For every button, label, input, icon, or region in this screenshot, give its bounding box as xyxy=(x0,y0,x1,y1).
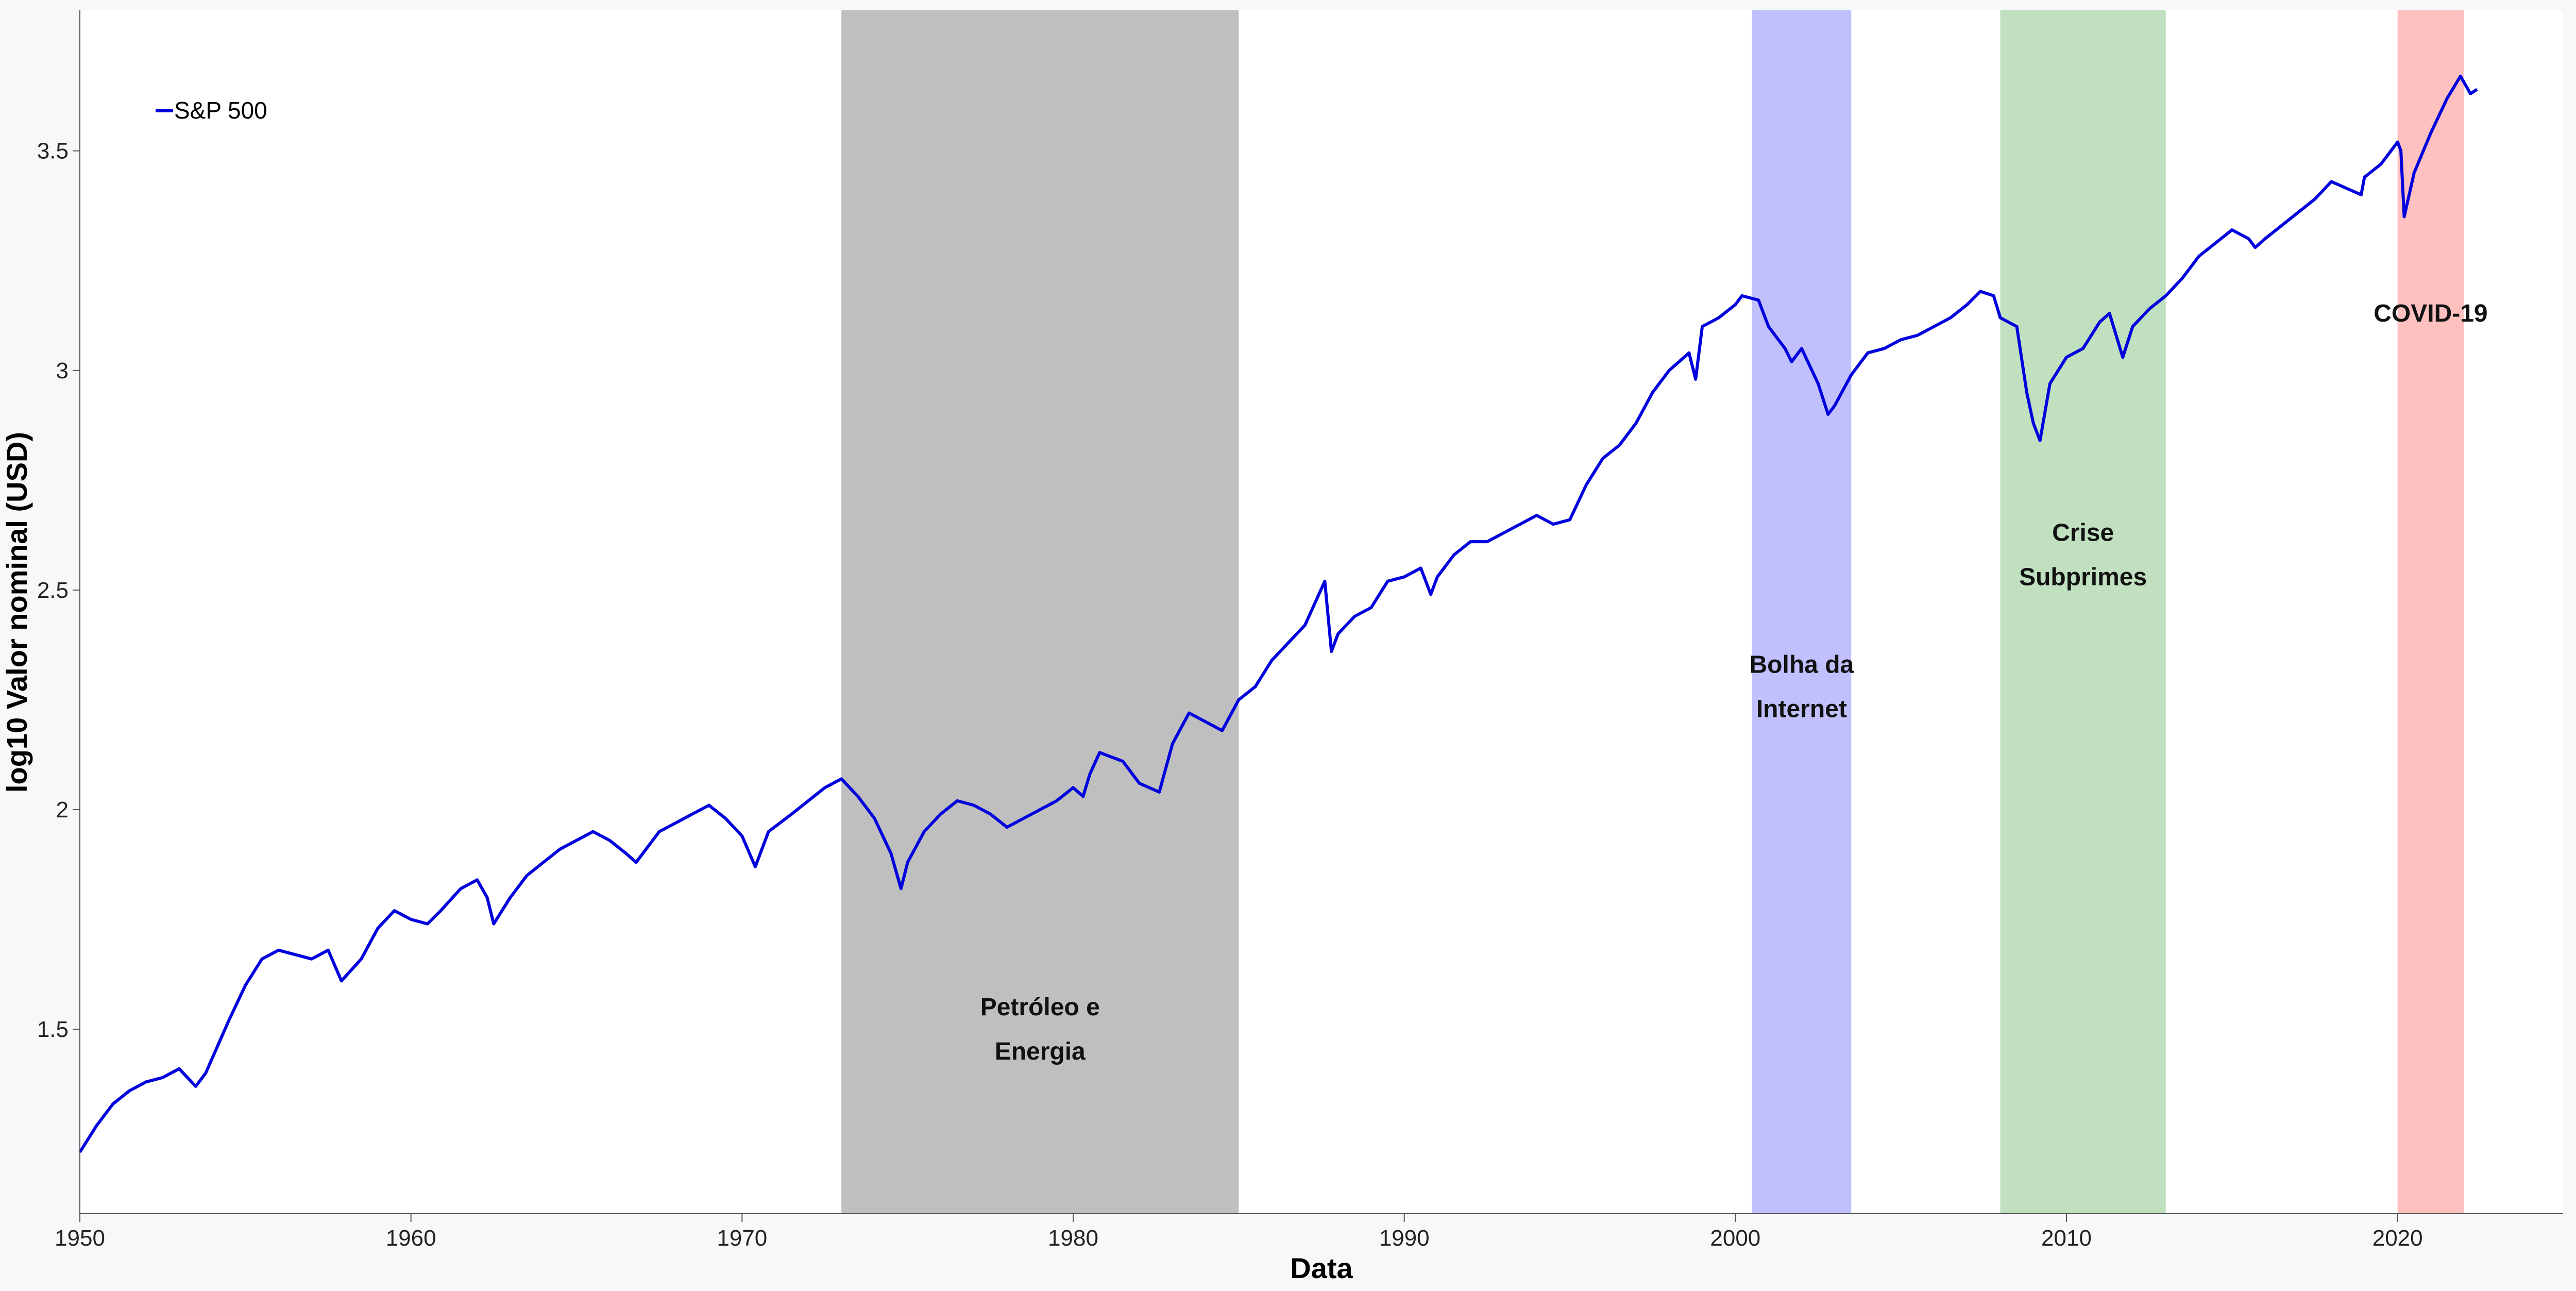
region-label: COVID-19 xyxy=(2374,300,2487,327)
plot-area xyxy=(80,10,2563,1214)
shaded-region xyxy=(841,10,1239,1214)
series-line xyxy=(78,74,2478,1153)
x-tick-label: 1950 xyxy=(55,1226,105,1251)
y-tick-label: 2 xyxy=(56,797,69,823)
x-tick-label: 1990 xyxy=(1379,1226,1430,1251)
x-axis-ticks: 1950 1960 1970 1980 1990 2000 2010 2020 xyxy=(55,1214,2423,1251)
region-label: Bolha da xyxy=(1750,651,1854,678)
x-tick-label: 2020 xyxy=(2372,1226,2423,1251)
shaded-region xyxy=(2397,10,2464,1214)
y-tick-label: 3.5 xyxy=(37,139,69,164)
x-tick-label: 2010 xyxy=(2041,1226,2092,1251)
x-tick-label: 1970 xyxy=(717,1226,767,1251)
region-label: Internet xyxy=(1756,695,1847,723)
legend-label: S&P 500 xyxy=(174,97,267,124)
y-tick-label: 3 xyxy=(56,358,69,383)
x-tick-label: 2000 xyxy=(1710,1226,1760,1251)
x-axis-label: Data xyxy=(1290,1252,1353,1284)
region-label: Crise xyxy=(2052,519,2114,547)
region-label: Subprimes xyxy=(2019,564,2147,591)
legend: S&P 500 xyxy=(149,93,278,129)
region-label: Energia xyxy=(995,1038,1086,1065)
x-tick-label: 1980 xyxy=(1048,1226,1098,1251)
x-tick-label: 1960 xyxy=(386,1226,436,1251)
region-label: Petróleo e xyxy=(980,994,1100,1021)
series-lines xyxy=(78,74,2478,1153)
y-tick-label: 2.5 xyxy=(37,578,69,603)
y-axis-ticks: 1.5 2 2.5 3 3.5 xyxy=(37,139,80,1042)
region-labels: Petróleo e Energia Bolha da Internet Crise Su… xyxy=(980,300,2488,1065)
shaded-region xyxy=(1752,10,1852,1214)
shaded-region xyxy=(2000,10,2166,1214)
y-tick-label: 1.5 xyxy=(37,1017,69,1042)
y-axis-label: log10 Valor nominal (USD) xyxy=(1,432,33,793)
shaded-regions xyxy=(841,10,2464,1214)
